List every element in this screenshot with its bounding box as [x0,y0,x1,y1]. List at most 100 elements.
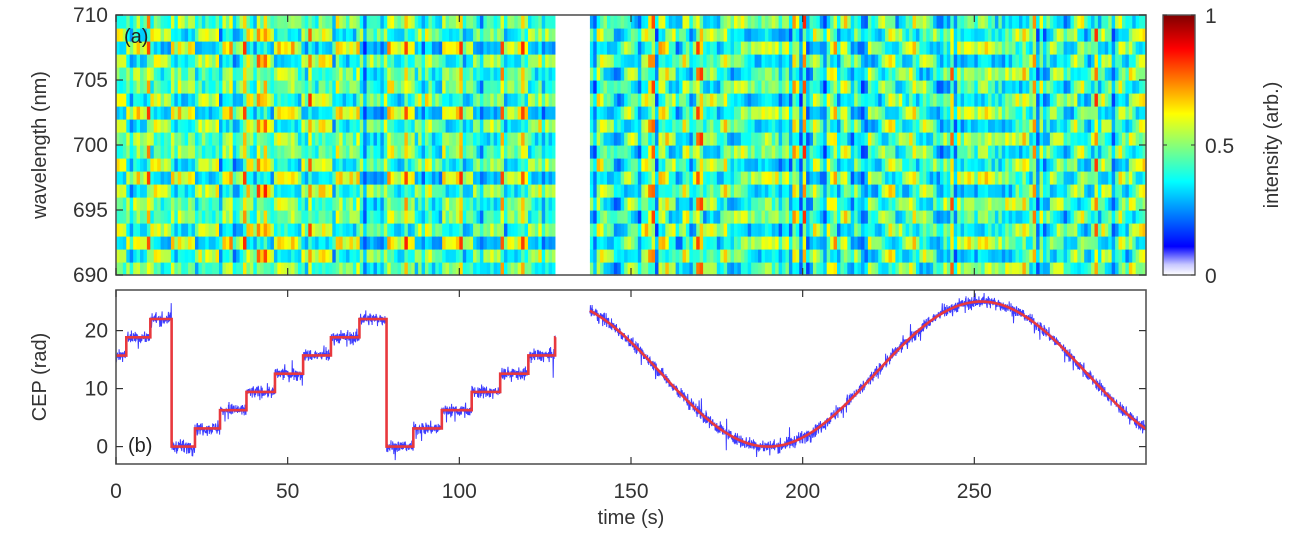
heatmap-cell [188,119,193,133]
heatmap-cell [967,223,972,237]
heatmap-cell [356,171,361,185]
heatmap-cell [679,28,684,42]
heatmap-cell [349,236,354,250]
heatmap-cell [885,249,890,263]
heatmap-cell [126,197,131,211]
heatmap-cell [418,80,423,94]
heatmap-cell [819,54,824,68]
heatmap-cell [706,184,711,198]
heatmap-cell [943,119,948,133]
heatmap-cell [926,184,931,198]
heatmap-cell [806,15,811,29]
heatmap-cell [940,41,945,55]
heatmap-cell [256,15,261,29]
heatmap-cell [311,171,316,185]
heatmap-cell [346,262,351,276]
heatmap-cell [895,15,900,29]
heatmap-cell [260,262,265,276]
heatmap-cell [864,223,869,237]
heatmap-cell [376,41,381,55]
heatmap-cell [552,210,557,224]
heatmap-cell [157,132,162,146]
heatmap-cell [442,119,447,133]
heatmap-cell [157,145,162,159]
heatmap-cell [356,106,361,120]
heatmap-cell [332,132,337,146]
heatmap-cell [328,184,333,198]
heatmap-cell [902,41,907,55]
heatmap-cell [267,28,272,42]
heatmap-cell [861,197,866,211]
heatmap-cell [665,236,670,250]
heatmap-cell [126,236,131,250]
heatmap-cell [655,132,660,146]
heatmap-cell [854,28,859,42]
heatmap-cell [239,249,244,263]
heatmap-cell [837,15,842,29]
heatmap-cell [861,41,866,55]
heatmap-cell [785,28,790,42]
heatmap-cell [194,15,199,29]
heatmap-cell [864,262,869,276]
heatmap-cell [709,80,714,94]
heatmap-cell [294,106,299,120]
heatmap-cell [170,28,175,42]
heatmap-cell [133,223,138,237]
heatmap-cell [404,67,409,81]
heatmap-cell [627,171,632,185]
heatmap-cell [356,262,361,276]
heatmap-cell [486,158,491,172]
heatmap-cell [383,236,388,250]
heatmap-cell [679,106,684,120]
heatmap-cell [503,119,508,133]
heatmap-cell [414,41,419,55]
heatmap-cell [946,171,951,185]
heatmap-cell [1001,41,1006,55]
heatmap-cell [191,119,196,133]
heatmap-cell [964,158,969,172]
heatmap-cell [184,119,189,133]
heatmap-cell [878,119,883,133]
heatmap-cell [706,223,711,237]
heatmap-cell [888,145,893,159]
heatmap-cell [421,236,426,250]
heatmap-cell [205,28,210,42]
heatmap-cell [637,93,642,107]
heatmap-cell [548,15,553,29]
heatmap-cell [806,119,811,133]
heatmap-cell [201,262,206,276]
heatmap-cell [734,262,739,276]
heatmap-cell [198,15,203,29]
heatmap-cell [260,67,265,81]
heatmap-cell [356,54,361,68]
heatmap-cell [194,132,199,146]
heatmap-cell [651,158,656,172]
heatmap-cell [699,249,704,263]
heatmap-cell [922,210,927,224]
heatmap-cell [459,184,464,198]
heatmap-cell [631,28,636,42]
heatmap-cell [160,93,165,107]
heatmap-cell [150,54,155,68]
heatmap-cell [428,80,433,94]
heatmap-cell [843,184,848,198]
heatmap-cell [153,262,158,276]
heatmap-cell [174,54,179,68]
heatmap-cell [140,158,145,172]
heatmap-cell [861,210,866,224]
heatmap-cell [754,28,759,42]
heatmap-cell [548,54,553,68]
heatmap-cell [435,67,440,81]
heatmap-cell [929,158,934,172]
heatmap-cell [349,106,354,120]
heatmap-cell [174,67,179,81]
heatmap-cell [411,54,416,68]
heatmap-cell [497,67,502,81]
heatmap-cell [428,236,433,250]
heatmap-cell [898,106,903,120]
heatmap-cell [837,210,842,224]
heatmap-cell [637,197,642,211]
heatmap-cell [359,210,364,224]
heatmap-cell [514,236,519,250]
